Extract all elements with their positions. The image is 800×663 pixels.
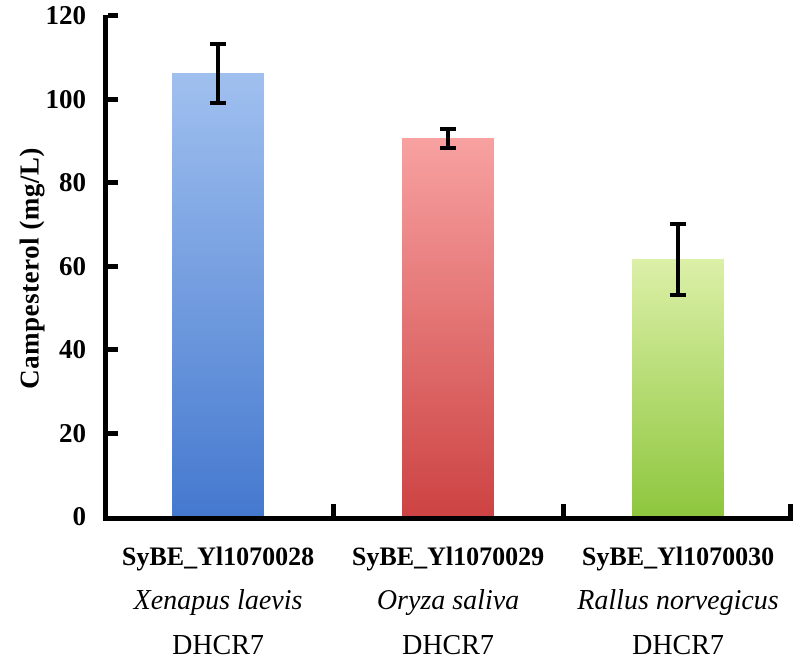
- y-tick-mark: [108, 13, 118, 18]
- x-tick-mark: [788, 504, 793, 516]
- species-label: Oryza saliva: [376, 585, 520, 616]
- error-bar-top-cap: [440, 126, 456, 131]
- gene-label: DHCR7: [402, 630, 494, 661]
- y-tick-mark: [108, 430, 118, 436]
- y-tick-label: 0: [72, 501, 87, 531]
- y-tick-label: 20: [59, 417, 86, 448]
- category-label-SyBE_Yl1070030: SyBE_Yl1070030 Rallus norvegicus DHCR7: [563, 538, 793, 663]
- strain-label: SyBE_Yl1070029: [351, 542, 545, 571]
- error-bar-line: [676, 223, 680, 295]
- category-label-SyBE_Yl1070029: SyBE_Yl1070029 Oryza saliva DHCR7: [333, 538, 563, 663]
- x-tick-mark: [331, 504, 336, 516]
- bar-SyBE_Yl1070029: [402, 138, 494, 516]
- plot-area: [103, 13, 793, 521]
- x-tick-mark: [561, 504, 566, 516]
- error-bar-line: [216, 44, 220, 103]
- error-bar-bottom-cap: [210, 100, 226, 105]
- error-bar-line: [446, 128, 450, 148]
- y-axis-line: [103, 15, 108, 521]
- y-tick-label: 100: [45, 83, 87, 114]
- error-bar-top-cap: [670, 221, 686, 226]
- x-axis-line: [103, 516, 793, 521]
- y-tick-label: 60: [59, 250, 86, 281]
- error-bar-bottom-cap: [670, 292, 686, 297]
- y-tick-mark: [108, 347, 118, 352]
- species-label: Rallus norvegicus: [577, 585, 779, 616]
- y-tick-label: 80: [59, 167, 86, 197]
- y-tick-label: 120: [45, 0, 87, 30]
- bar-SyBE_Yl1070028: [172, 73, 264, 516]
- y-tick-mark: [108, 180, 118, 185]
- category-label-SyBE_Yl1070028: SyBE_Yl1070028 Xenapus laevis DHCR7: [103, 538, 333, 663]
- species-label: Xenapus laevis: [133, 585, 303, 616]
- strain-label: SyBE_Yl1070028: [121, 542, 315, 571]
- strain-label: SyBE_Yl1070030: [581, 542, 775, 571]
- y-tick-label: 40: [59, 334, 86, 364]
- y-tick-mark: [108, 96, 118, 102]
- bar-SyBE_Yl1070030: [632, 259, 724, 516]
- error-bar-bottom-cap: [440, 145, 456, 150]
- gene-label: DHCR7: [632, 630, 724, 661]
- gene-label: DHCR7: [172, 630, 264, 661]
- error-bar-top-cap: [210, 42, 226, 47]
- y-tick-mark: [108, 263, 118, 269]
